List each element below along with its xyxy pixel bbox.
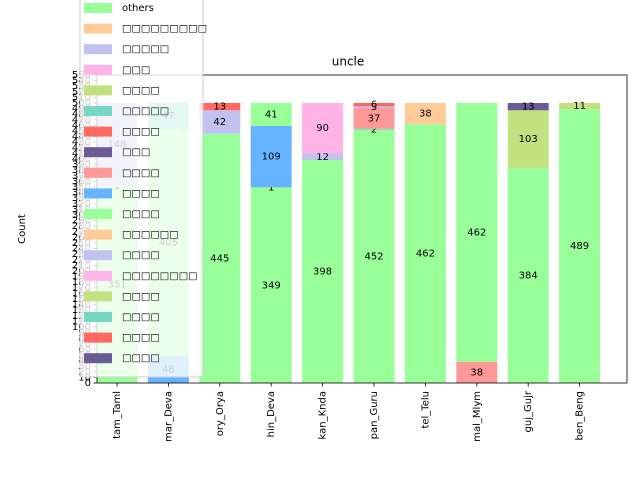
bar-segment [404,124,446,383]
data-label: 38 [419,109,432,120]
data-label: 489 [570,241,589,252]
legend-swatch [84,188,112,199]
legend-label: □□□□ [122,312,160,323]
legend-swatch [84,147,112,158]
data-label: 12 [316,152,329,163]
data-label: 1 [268,182,274,193]
bar-segment [302,103,344,154]
x-tick-label: hin_Deva [266,391,277,437]
bar-segment [199,103,241,111]
data-label: 13 [213,102,226,113]
bar-segment [250,125,292,187]
x-tick-label: guj_Gujr [523,390,534,432]
x-tick-label: pan_Guru [369,391,380,439]
bar-segment [199,110,241,134]
data-label: 445 [210,253,229,264]
legend-label: □□□ [122,65,150,76]
x-tick-label: tel_Telu [420,391,431,429]
legend-label: □□□□□□□□ [122,271,198,282]
legend-swatch [84,270,112,281]
legend-swatch [84,167,112,178]
legend-label: □□□□ [122,353,160,364]
bar-segment [353,108,395,129]
bar-segment [353,106,395,109]
data-label: 398 [313,267,332,278]
data-label: 3 [371,102,377,113]
legend-label: □□□□ [122,333,160,344]
legend-label: □□□□□ [122,106,169,117]
data-label: 349 [262,280,281,291]
legend-swatch [84,209,112,219]
bar-segment [456,103,498,362]
x-tick-label: mal_Mlym [472,391,483,442]
bar-segment [250,187,292,383]
bar-segment [507,103,549,111]
legend-swatch [84,3,112,13]
data-label: 384 [519,270,538,281]
legend-label: □□□□ [122,188,160,199]
data-label: 38 [470,367,483,378]
legend-swatch [84,126,112,137]
legend-label: □□□□ [122,250,160,261]
data-label: 109 [262,151,281,162]
bar-segment [302,153,344,161]
legend-swatch [84,106,112,116]
bar-segment [507,167,549,383]
legend-swatch [84,291,112,302]
legend-swatch [84,64,112,75]
bar-segment [353,128,395,130]
data-label: 11 [573,101,586,112]
legend-label: □□□□□□ [122,230,179,241]
x-tick-label: ory_Orya [215,391,226,436]
bar-segment [456,361,498,383]
data-label: 452 [364,251,383,262]
chart-title: uncle [332,55,365,69]
data-label: 13 [522,102,535,113]
legend-label: others [122,3,154,14]
legend-label: □□□□ [122,291,160,302]
data-label: 462 [467,227,486,238]
data-label: 41 [265,109,278,120]
legend-swatch [84,85,112,96]
y-tick-label: 0 [85,378,91,389]
data-label: 6 [371,100,377,111]
y-tick-label: 10 [78,372,91,383]
bar-segment [302,160,344,383]
data-label: 90 [316,123,329,134]
x-tick-label: kan_Knda [318,391,329,439]
bar-segment [353,129,395,383]
y-axis-label: Count [17,214,28,244]
bar-segment [199,133,241,383]
data-label: 42 [213,117,226,128]
legend-swatch [84,312,112,322]
legend-label: □□□□ [122,209,160,220]
legend-label: □□□ [122,147,150,158]
x-tick-label: tam_Taml [112,391,123,439]
bar-segment [404,103,446,125]
bar-segment [353,103,395,107]
data-label: 103 [519,134,538,145]
legend-label: □□□□□□□□□ [122,24,207,35]
data-label: 37 [368,113,381,124]
legend-swatch [84,332,112,343]
bar-segment [559,109,601,383]
x-tick-label: mar_Deva [163,391,174,442]
bar-segment [559,103,601,110]
legend-label: □□□□ [122,168,160,179]
bar-segment [250,103,292,126]
legend-swatch [84,23,112,34]
data-label: 462 [416,249,435,260]
legend-swatch [84,229,112,240]
data-label: 2 [371,124,377,135]
legend-swatch [84,44,112,55]
x-tick-label: ben_Beng [575,391,586,441]
bar-segment [250,187,292,188]
bar-segment [507,110,549,168]
legend-swatch [84,353,112,364]
legend-label: □□□□ [122,127,160,138]
legend-label: □□□□□ [122,44,169,55]
legend-swatch [84,250,112,261]
legend-label: □□□□ [122,85,160,96]
